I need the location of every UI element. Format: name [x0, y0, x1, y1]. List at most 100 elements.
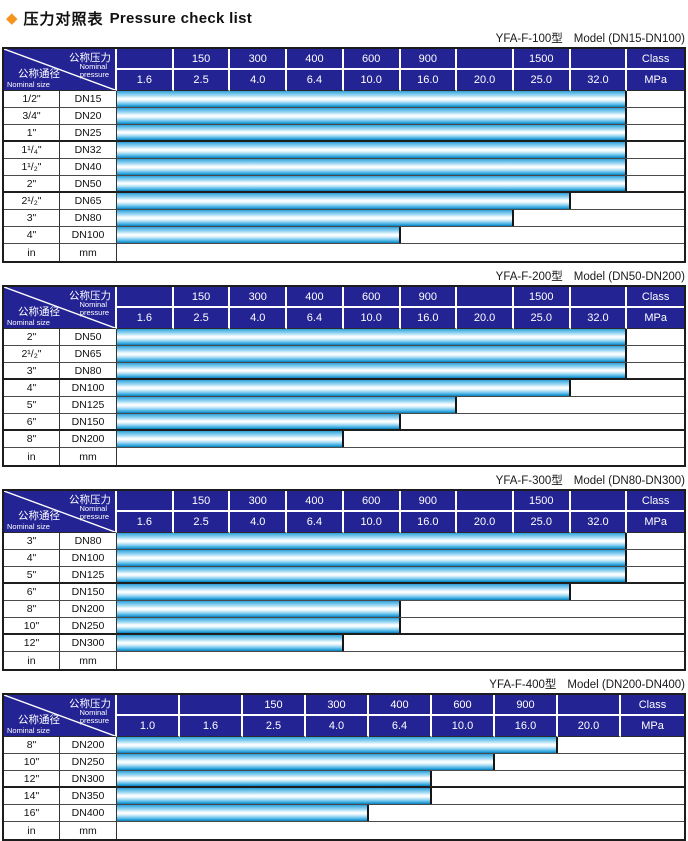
class-header-cell: Class: [627, 491, 684, 512]
size-cell: 1": [4, 125, 60, 142]
bar-track: [117, 550, 684, 567]
corner-header-cell: 公称压力 Nominal pressure 公称通径 Nominal size: [4, 287, 117, 329]
bar-track: [117, 125, 684, 142]
class-header-cell: [117, 491, 174, 512]
dn-cell: DN80: [60, 210, 117, 227]
mpa-header-cell: 1.6: [117, 70, 174, 91]
dn-cell: DN200: [60, 601, 117, 618]
size-cell: 4": [4, 550, 60, 567]
class-header-cell: [570, 491, 628, 512]
bar-track: [117, 329, 684, 346]
pressure-range-bar: [117, 108, 628, 124]
bar-track: [117, 91, 684, 108]
size-cell: 2¹/₂": [4, 346, 60, 363]
class-header-cell: [117, 287, 174, 308]
bar-track: [117, 142, 684, 159]
bar-track: [117, 601, 684, 618]
mpa-header-cell: 20.0: [457, 308, 514, 329]
model-label: YFA-F-100型: [495, 33, 563, 45]
size-cell: 1/2": [4, 91, 60, 108]
mpa-header-cell: 2.5: [173, 308, 231, 329]
nominal-pressure-label-zh: 公称压力: [69, 290, 111, 302]
pressure-table: 公称压力 Nominal pressure 公称通径 Nominal size …: [2, 47, 686, 263]
mpa-header-cell: 10.0: [343, 308, 401, 329]
size-cell: 3": [4, 533, 60, 550]
size-cell: 6": [4, 414, 60, 431]
pressure-table-block-4: YFA-F-400型 Model (DN200-DN400) 公称压力 Nomin…: [2, 678, 686, 841]
dn-cell: DN20: [60, 108, 117, 125]
mpa-header-cell: MPa: [621, 716, 684, 737]
mpa-header-cell: 16.0: [400, 308, 458, 329]
dn-cell: DN125: [60, 397, 117, 414]
pressure-range-bar: [117, 805, 369, 821]
empty-bar-track: [117, 822, 684, 839]
size-cell: 12": [4, 635, 60, 652]
unit-in-cell: in: [4, 822, 60, 839]
class-header-cell: 900: [400, 491, 458, 512]
pressure-range-bar: [117, 227, 401, 243]
nominal-pressure-label-en2: pressure: [79, 512, 109, 521]
bar-track: [117, 635, 684, 652]
bar-track: [117, 414, 684, 431]
pressure-range-bar: [117, 125, 628, 140]
mpa-header-cell: 2.5: [243, 716, 306, 737]
mpa-header-cell: 1.6: [180, 716, 243, 737]
dn-cell: DN32: [60, 142, 117, 159]
mpa-header-cell: 2.5: [173, 70, 231, 91]
diagonal-divider-line: [4, 49, 115, 90]
pressure-range-bar: [117, 788, 432, 804]
size-cell: 1¹/₂": [4, 159, 60, 176]
mpa-header-cell: 4.0: [230, 308, 288, 329]
dn-cell: DN100: [60, 380, 117, 397]
dn-cell: DN350: [60, 788, 117, 805]
size-cell: 10": [4, 618, 60, 635]
size-cell: 8": [4, 601, 60, 618]
dn-cell: DN200: [60, 737, 117, 754]
diagonal-divider-line: [4, 491, 115, 532]
nominal-pressure-label-en2: pressure: [79, 70, 109, 79]
pressure-table: 公称压力 Nominal pressure 公称通径 Nominal size …: [2, 489, 686, 671]
class-header-cell: [117, 49, 174, 70]
dn-cell: DN80: [60, 363, 117, 380]
mpa-header-cell: 2.5: [173, 512, 231, 533]
mpa-header-cell: MPa: [627, 308, 684, 329]
table-subtitle: YFA-F-100型 Model (DN15-DN100): [2, 32, 686, 47]
class-header-cell: 300: [230, 287, 288, 308]
mpa-header-cell: 1.6: [117, 512, 174, 533]
pressure-table: 公称压力 Nominal pressure 公称通径 Nominal size …: [2, 285, 686, 467]
nominal-pressure-label-en1: Nominal: [79, 300, 107, 309]
bar-track: [117, 431, 684, 448]
dn-cell: DN250: [60, 618, 117, 635]
class-header-cell: [457, 49, 514, 70]
class-header-cell: 900: [495, 695, 558, 716]
pressure-range-bar: [117, 176, 628, 191]
model-range-label: Model (DN200-DN400): [567, 679, 685, 691]
mpa-header-cell: 4.0: [306, 716, 369, 737]
unit-in-cell: in: [4, 448, 60, 465]
class-header-cell: 150: [173, 287, 231, 308]
mpa-header-cell: 1.6: [117, 308, 174, 329]
size-cell: 1¹/₄": [4, 142, 60, 159]
nominal-size-label-zh: 公称通径: [18, 714, 60, 726]
bar-track: [117, 176, 684, 193]
mpa-header-cell: MPa: [627, 512, 684, 533]
unit-mm-cell: mm: [60, 448, 117, 465]
mpa-header-cell: 32.0: [570, 512, 628, 533]
mpa-header-cell: 6.4: [287, 308, 344, 329]
class-header-cell: 1500: [513, 49, 571, 70]
dn-cell: DN40: [60, 159, 117, 176]
mpa-header-cell: 20.0: [457, 512, 514, 533]
pressure-range-bar: [117, 533, 628, 549]
model-label: YFA-F-200型: [495, 271, 563, 283]
tables-root: YFA-F-100型 Model (DN15-DN100) 公称压力 Nomina…: [2, 32, 686, 841]
pressure-range-bar: [117, 210, 514, 226]
size-cell: 2": [4, 329, 60, 346]
unit-in-cell: in: [4, 652, 60, 669]
bar-track: [117, 737, 684, 754]
mpa-header-cell: 25.0: [513, 512, 571, 533]
mpa-header-cell: 10.0: [432, 716, 495, 737]
nominal-pressure-label-en1: Nominal: [79, 62, 107, 71]
class-header-cell: 600: [343, 491, 401, 512]
dn-cell: DN150: [60, 584, 117, 601]
